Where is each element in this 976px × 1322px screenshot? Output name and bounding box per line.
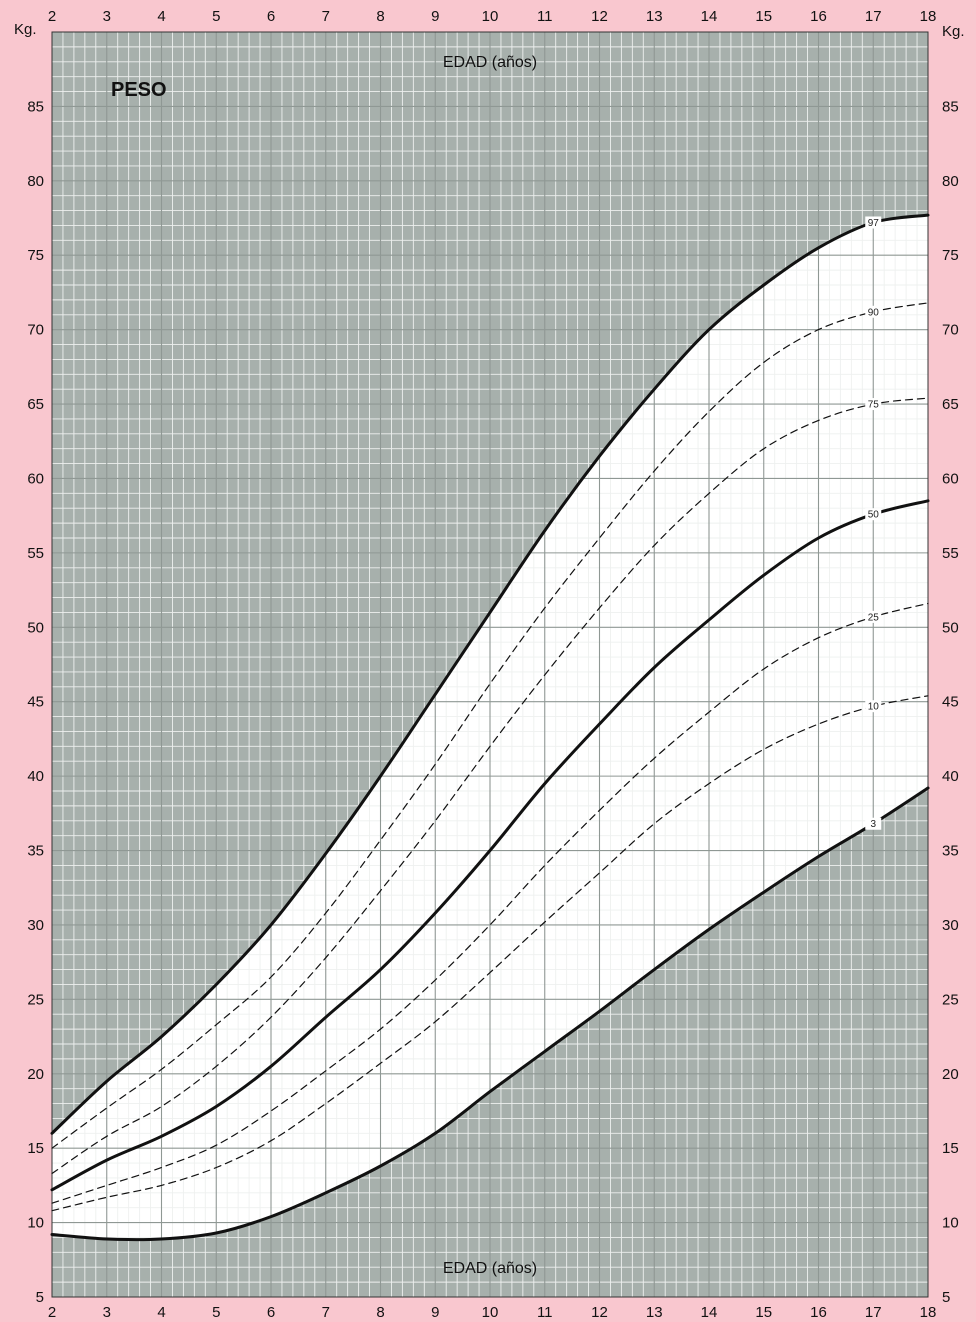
x-tick-label-top: 6 bbox=[267, 8, 275, 25]
x-tick-label-bottom: 17 bbox=[865, 1304, 882, 1321]
x-tick-label-bottom: 9 bbox=[431, 1304, 439, 1321]
y-tick-label-right: 40 bbox=[942, 768, 959, 785]
y-tick-label-right: 80 bbox=[942, 173, 959, 190]
percentile-label-p50: 50 bbox=[868, 510, 880, 521]
x-tick-label-top: 13 bbox=[646, 8, 663, 25]
x-tick-label-top: 10 bbox=[482, 8, 499, 25]
x-axis-title-top: EDAD (años) bbox=[443, 54, 537, 71]
x-tick-label-bottom: 2 bbox=[48, 1304, 56, 1321]
y-tick-label-right: 60 bbox=[942, 470, 959, 487]
y-tick-label-right: 25 bbox=[942, 991, 959, 1008]
x-tick-label-bottom: 8 bbox=[376, 1304, 384, 1321]
x-tick-label-top: 16 bbox=[810, 8, 827, 25]
y-tick-label-right: 50 bbox=[942, 619, 959, 636]
y-tick-label-left: 80 bbox=[27, 173, 44, 190]
x-tick-label-top: 8 bbox=[376, 8, 384, 25]
x-tick-label-bottom: 5 bbox=[212, 1304, 220, 1321]
x-tick-label-top: 18 bbox=[920, 8, 937, 25]
percentile-label-p75: 75 bbox=[868, 400, 880, 411]
y-tick-label-left: 60 bbox=[27, 470, 44, 487]
percentile-curves: 97 90 75 50 25 10 3 bbox=[50, 213, 930, 1242]
y-tick-label-right: 45 bbox=[942, 694, 959, 711]
plot-frame bbox=[51, 31, 929, 1298]
percentile-curve-p25 bbox=[51, 602, 929, 1204]
y-tick-label-left: 15 bbox=[27, 1140, 44, 1157]
y-tick-label-right: 30 bbox=[942, 917, 959, 934]
x-tick-label-bottom: 7 bbox=[322, 1304, 330, 1321]
y-tick-label-left: 10 bbox=[27, 1215, 44, 1232]
x-tick-label-bottom: 12 bbox=[591, 1304, 608, 1321]
percentile-label-bg bbox=[865, 398, 882, 411]
percentile-label-p10: 10 bbox=[868, 702, 880, 713]
y-tick-label-left: 25 bbox=[27, 991, 44, 1008]
percentile-curve-p10 bbox=[51, 695, 929, 1212]
x-tick-label-bottom: 6 bbox=[267, 1304, 275, 1321]
y-axis-unit-right: Kg. bbox=[942, 23, 965, 40]
y-tick-label-left: 50 bbox=[27, 619, 44, 636]
y-tick-label-right: 65 bbox=[942, 396, 959, 413]
y-tick-label-right: 70 bbox=[942, 322, 959, 339]
x-tick-label-top: 12 bbox=[591, 8, 608, 25]
y-tick-label-left: 85 bbox=[27, 98, 44, 115]
x-tick-label-top: 17 bbox=[865, 8, 882, 25]
percentile-curve-p97 bbox=[50, 213, 930, 1135]
percentile-label-bg bbox=[865, 216, 882, 229]
percentile-label-bg bbox=[865, 700, 882, 713]
y-tick-label-left: 40 bbox=[27, 768, 44, 785]
y-axis-unit-left: Kg. bbox=[14, 21, 37, 38]
x-tick-label-bottom: 14 bbox=[701, 1304, 718, 1321]
x-tick-label-bottom: 11 bbox=[537, 1304, 553, 1321]
x-tick-label-bottom: 4 bbox=[157, 1304, 165, 1321]
percentile-label-bg bbox=[865, 817, 882, 830]
x-tick-label-top: 14 bbox=[701, 8, 718, 25]
x-tick-label-top: 3 bbox=[103, 8, 111, 25]
y-tick-label-right: 75 bbox=[942, 247, 959, 264]
x-tick-label-top: 5 bbox=[212, 8, 220, 25]
x-tick-label-top: 2 bbox=[48, 8, 56, 25]
percentile-label-p90: 90 bbox=[868, 307, 880, 318]
y-tick-label-left: 55 bbox=[27, 545, 44, 562]
tick-labels: 2233445566778899101011111212131314141515… bbox=[27, 8, 958, 1321]
x-tick-label-top: 9 bbox=[431, 8, 439, 25]
x-tick-label-bottom: 13 bbox=[646, 1304, 663, 1321]
x-tick-label-bottom: 16 bbox=[810, 1304, 827, 1321]
x-tick-label-top: 7 bbox=[322, 8, 330, 25]
y-tick-label-right: 20 bbox=[942, 1066, 959, 1083]
x-tick-label-bottom: 15 bbox=[755, 1304, 772, 1321]
percentile-label-bg bbox=[865, 610, 882, 623]
y-tick-label-left: 35 bbox=[27, 843, 44, 860]
percentile-curve-p50 bbox=[50, 499, 930, 1192]
percentile-curve-p75 bbox=[51, 397, 929, 1175]
y-tick-label-left: 75 bbox=[27, 247, 44, 264]
y-tick-label-left: 65 bbox=[27, 396, 44, 413]
y-tick-label-left: 30 bbox=[27, 917, 44, 934]
x-tick-label-top: 15 bbox=[755, 8, 772, 25]
percentile-label-p97: 97 bbox=[868, 218, 880, 229]
y-tick-label-left: 20 bbox=[27, 1066, 44, 1083]
x-tick-label-bottom: 10 bbox=[482, 1304, 499, 1321]
x-tick-label-top: 4 bbox=[157, 8, 165, 25]
x-tick-label-bottom: 18 bbox=[920, 1304, 937, 1321]
percentile-label-bg bbox=[865, 508, 882, 521]
percentile-label-p3: 3 bbox=[870, 819, 876, 830]
y-tick-label-right: 55 bbox=[942, 545, 959, 562]
x-axis-title-bottom: EDAD (años) bbox=[443, 1260, 537, 1277]
y-tick-label-right: 35 bbox=[942, 843, 959, 860]
percentile-label-p25: 25 bbox=[868, 612, 880, 623]
percentile-curve-p3 bbox=[50, 786, 930, 1242]
chart-title: PESO bbox=[111, 79, 167, 101]
y-tick-label-left: 70 bbox=[27, 322, 44, 339]
y-tick-label-right: 5 bbox=[942, 1289, 950, 1306]
y-tick-label-right: 10 bbox=[942, 1215, 959, 1232]
y-tick-label-right: 15 bbox=[942, 1140, 959, 1157]
y-tick-label-left: 45 bbox=[27, 694, 44, 711]
major-grid bbox=[52, 32, 928, 1297]
x-tick-label-bottom: 3 bbox=[103, 1304, 111, 1321]
y-tick-label-right: 85 bbox=[942, 98, 959, 115]
percentile-label-bg bbox=[865, 305, 882, 318]
y-tick-label-left: 5 bbox=[36, 1289, 44, 1306]
x-tick-label-top: 11 bbox=[537, 8, 553, 25]
percentile-curve-p90 bbox=[51, 302, 929, 1149]
